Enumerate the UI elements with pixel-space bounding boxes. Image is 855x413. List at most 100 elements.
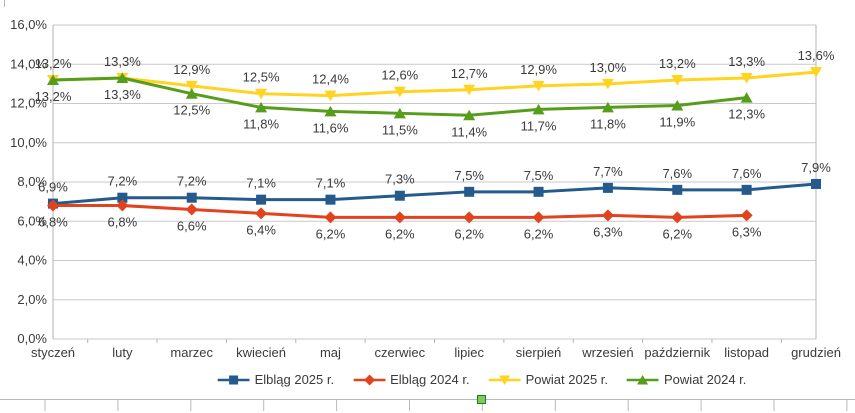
data-label: 13,6%	[798, 48, 835, 63]
x-axis-category-label: grudzień	[791, 345, 841, 360]
data-point-diamond	[740, 209, 753, 222]
data-label: 13,2%	[659, 56, 696, 71]
data-label: 6,2%	[662, 226, 692, 241]
series-line	[52, 70, 817, 98]
data-label: 13,3%	[104, 87, 141, 102]
x-axis-category-label: czerwiec	[375, 345, 426, 360]
data-label: 7,1%	[246, 176, 276, 191]
x-axis-category-label: październik	[644, 345, 710, 360]
x-axis-category-label: luty	[112, 345, 133, 360]
data-point-triangle-down	[185, 80, 198, 92]
data-label: 7,6%	[732, 166, 762, 181]
y-axis-tick-label: 16,0%	[10, 17, 47, 32]
data-point-triangle-down	[601, 78, 614, 90]
data-label: 7,2%	[177, 174, 207, 189]
data-point-triangle-down	[463, 84, 476, 96]
chart-selection-handle[interactable]	[477, 395, 486, 404]
data-point-triangle-up	[532, 103, 545, 115]
legend-label: Elbląg 2024 r.	[390, 372, 470, 387]
data-label: 11,8%	[243, 116, 279, 131]
data-label: 6,2%	[316, 226, 346, 241]
data-label: 7,3%	[385, 172, 415, 187]
data-label: 6,6%	[177, 218, 207, 233]
data-point-square	[811, 178, 821, 189]
y-axis-tick-label: 2,0%	[17, 292, 47, 307]
data-point-diamond	[255, 207, 268, 220]
data-label: 6,4%	[246, 222, 276, 237]
y-axis-tick-label: 4,0%	[17, 253, 47, 268]
data-point-diamond	[324, 211, 337, 224]
data-point-square	[672, 184, 683, 195]
data-label: 12,3%	[728, 107, 765, 122]
data-point-triangle-down	[671, 74, 684, 86]
data-label: 11,9%	[659, 114, 695, 129]
triangle-down-marker-icon	[488, 374, 521, 386]
data-point-triangle-up	[671, 99, 684, 111]
data-label: 11,6%	[313, 120, 349, 135]
data-point-square	[325, 194, 336, 205]
data-label: 13,3%	[104, 54, 141, 69]
triangle-down-legend-glyph	[488, 375, 521, 385]
legend-item-powiat-2024[interactable]: Powiat 2024 r.	[627, 372, 746, 387]
data-point-triangle-up	[463, 109, 476, 121]
legend-item-elblag-2025[interactable]: Elbląg 2025 r.	[217, 372, 335, 387]
data-point-diamond	[532, 211, 545, 224]
data-point-triangle-up	[185, 88, 198, 99]
data-label: 6,3%	[732, 224, 762, 239]
series-line	[52, 182, 817, 206]
triangle-up-legend-glyph	[627, 374, 660, 384]
legend-item-elblag-2024[interactable]: Elbląg 2024 r.	[353, 372, 470, 387]
data-point-triangle-down	[740, 72, 753, 84]
data-point-diamond	[601, 209, 614, 222]
data-label: 6,8%	[38, 215, 68, 230]
data-point-triangle-down	[324, 90, 337, 102]
data-label: 6,3%	[593, 224, 623, 239]
data-point-diamond	[185, 203, 198, 216]
legend-label: Elbląg 2025 r.	[254, 372, 335, 387]
y-axis-tick-label: 8,0%	[17, 174, 47, 189]
x-axis-category-label: listopad	[724, 345, 769, 360]
data-label: 12,4%	[312, 72, 349, 87]
data-point-triangle-up	[255, 101, 268, 113]
data-label: 7,1%	[316, 176, 346, 191]
square-legend-glyph	[217, 375, 250, 384]
data-point-square	[602, 182, 613, 193]
data-point-triangle-up	[47, 74, 59, 85]
data-point-triangle-up	[740, 92, 753, 103]
x-axis-category-label: styczeń	[31, 345, 75, 360]
data-label: 6,2%	[454, 226, 484, 241]
cell-border-remnant	[4, 0, 5, 7]
data-label: 12,5%	[173, 103, 210, 118]
data-point-triangle-down	[255, 88, 268, 100]
data-label: 13,2%	[35, 89, 72, 104]
data-point-triangle-down	[393, 86, 406, 98]
x-axis-category-label: wrzesień	[581, 345, 633, 360]
data-label: 11,8%	[590, 116, 626, 131]
data-point-square	[256, 194, 267, 205]
data-label: 7,2%	[108, 174, 138, 189]
data-point-diamond	[393, 211, 406, 224]
legend-label: Powiat 2025 r.	[525, 372, 609, 387]
data-point-square	[186, 192, 197, 203]
x-axis-category-label: maj	[320, 345, 341, 360]
legend-label: Powiat 2024 r.	[664, 372, 747, 387]
data-point-triangle-down	[532, 80, 545, 92]
y-axis-tick-label: 12,0%	[10, 96, 47, 111]
legend-item-powiat-2025[interactable]: Powiat 2025 r.	[488, 372, 609, 387]
data-label: 13,0%	[589, 60, 626, 75]
data-point-triangle-up	[324, 105, 337, 117]
data-label: 11,5%	[382, 122, 418, 137]
data-point-square	[533, 186, 544, 197]
data-label: 12,9%	[520, 62, 557, 77]
diamond-marker-icon	[353, 374, 386, 386]
x-axis-category-label: lipiec	[454, 345, 484, 360]
chart-legend: Elbląg 2025 r. Elbląg 2024 r. Powiat 202…	[217, 372, 746, 387]
data-label: 7,9%	[801, 160, 831, 175]
data-label: 7,6%	[662, 166, 692, 181]
y-axis-tick-label: 6,0%	[17, 213, 47, 228]
y-axis-tick-label: 10,0%	[10, 135, 47, 150]
triangle-up-marker-icon	[627, 374, 660, 386]
data-point-square	[464, 186, 475, 197]
